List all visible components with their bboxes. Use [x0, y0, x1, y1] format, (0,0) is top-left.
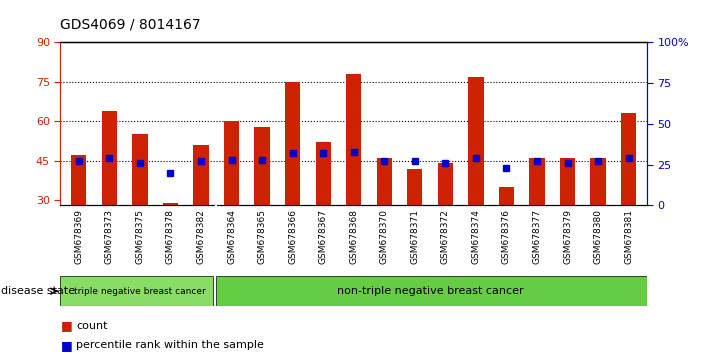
- Text: GSM678375: GSM678375: [135, 209, 144, 264]
- Bar: [621, 113, 636, 279]
- Bar: [216, 276, 647, 306]
- Bar: [530, 158, 545, 279]
- Text: GSM678369: GSM678369: [74, 209, 83, 264]
- Text: GSM678371: GSM678371: [410, 209, 419, 264]
- Text: GSM678381: GSM678381: [624, 209, 634, 264]
- Text: GSM678373: GSM678373: [105, 209, 114, 264]
- Text: percentile rank within the sample: percentile rank within the sample: [76, 340, 264, 350]
- Text: triple negative breast cancer: triple negative breast cancer: [74, 287, 205, 296]
- Text: GSM678368: GSM678368: [349, 209, 358, 264]
- Bar: [71, 155, 87, 279]
- Bar: [60, 276, 213, 306]
- Bar: [560, 158, 575, 279]
- Bar: [499, 187, 514, 279]
- Text: ■: ■: [60, 319, 73, 332]
- Bar: [224, 121, 239, 279]
- Bar: [346, 74, 361, 279]
- Bar: [285, 82, 300, 279]
- Text: GSM678378: GSM678378: [166, 209, 175, 264]
- Bar: [102, 111, 117, 279]
- Bar: [132, 135, 147, 279]
- Text: count: count: [76, 321, 107, 331]
- Text: GDS4069 / 8014167: GDS4069 / 8014167: [60, 18, 201, 32]
- Text: GSM678372: GSM678372: [441, 209, 450, 264]
- Text: GSM678377: GSM678377: [533, 209, 542, 264]
- Text: GSM678382: GSM678382: [196, 209, 205, 264]
- Bar: [316, 142, 331, 279]
- Text: GSM678376: GSM678376: [502, 209, 511, 264]
- Bar: [438, 163, 453, 279]
- Bar: [255, 126, 269, 279]
- Text: GSM678365: GSM678365: [257, 209, 267, 264]
- Text: GSM678379: GSM678379: [563, 209, 572, 264]
- Text: non-triple negative breast cancer: non-triple negative breast cancer: [337, 286, 523, 296]
- Text: GSM678367: GSM678367: [319, 209, 328, 264]
- Bar: [377, 158, 392, 279]
- Text: GSM678374: GSM678374: [471, 209, 481, 264]
- Text: disease state: disease state: [1, 286, 75, 296]
- Text: GSM678370: GSM678370: [380, 209, 389, 264]
- Bar: [407, 169, 422, 279]
- Bar: [163, 203, 178, 279]
- Text: GSM678380: GSM678380: [594, 209, 603, 264]
- Bar: [193, 145, 208, 279]
- Text: ■: ■: [60, 339, 73, 352]
- Bar: [469, 76, 483, 279]
- Text: GSM678364: GSM678364: [227, 209, 236, 264]
- Bar: [591, 158, 606, 279]
- Text: GSM678366: GSM678366: [288, 209, 297, 264]
